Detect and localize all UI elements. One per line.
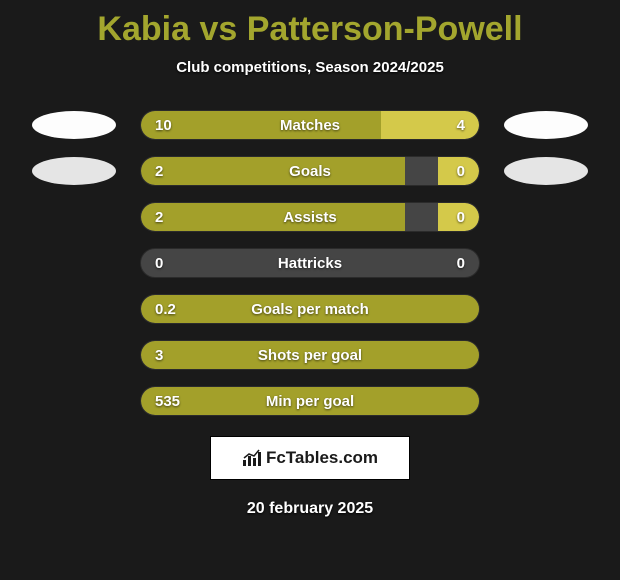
metric-label: Hattricks (141, 249, 479, 277)
logo-text: FcTables.com (266, 448, 378, 468)
metric-bar: 535Min per goal (140, 386, 480, 416)
metric-bar: 3Shots per goal (140, 340, 480, 370)
metric-row: 20Assists (0, 202, 620, 232)
chart-icon (242, 449, 262, 467)
metric-bar: 00Hattricks (140, 248, 480, 278)
metric-row: 0.2Goals per match (0, 294, 620, 324)
subtitle: Club competitions, Season 2024/2025 (0, 59, 620, 76)
page-title: Kabia vs Patterson-Powell (0, 0, 620, 49)
metric-label: Goals per match (141, 295, 479, 323)
player-right-name: Patterson-Powell (247, 10, 523, 48)
metric-row: 535Min per goal (0, 386, 620, 416)
metric-label: Shots per goal (141, 341, 479, 369)
metric-row: 00Hattricks (0, 248, 620, 278)
metric-bar: 20Goals (140, 156, 480, 186)
metric-bar: 20Assists (140, 202, 480, 232)
player-right-badge (504, 111, 588, 139)
metric-label: Assists (141, 203, 479, 231)
metric-row: 104Matches (0, 110, 620, 140)
metric-row: 20Goals (0, 156, 620, 186)
player-left-badge (32, 157, 116, 185)
metric-label: Goals (141, 157, 479, 185)
date-label: 20 february 2025 (0, 500, 620, 518)
comparison-chart: 104Matches 20Goals 20Assists 00Hattricks 0.2… (0, 110, 620, 432)
metric-label: Matches (141, 111, 479, 139)
player-left-badge (32, 111, 116, 139)
fctables-logo[interactable]: FcTables.com (210, 436, 410, 480)
player-right-badge (504, 157, 588, 185)
metric-bar: 0.2Goals per match (140, 294, 480, 324)
player-left-name: Kabia (97, 10, 190, 48)
vs-text: vs (190, 10, 247, 48)
metric-row: 3Shots per goal (0, 340, 620, 370)
metric-label: Min per goal (141, 387, 479, 415)
metric-bar: 104Matches (140, 110, 480, 140)
